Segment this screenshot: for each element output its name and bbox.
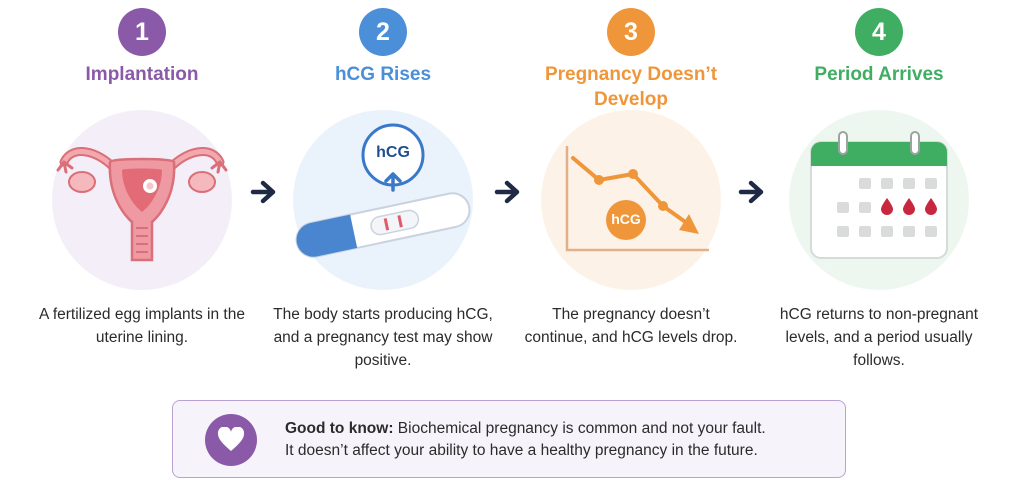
step-hcg-rises: 2 hCG Rises hCG The body starts producin… [263, 0, 503, 380]
good-to-know-note: Good to know: Biochemical pregnancy is c… [172, 400, 846, 478]
step-title: Period Arrives [814, 64, 944, 85]
step-number-badge: 1 [118, 8, 166, 56]
step-title: hCG Rises [334, 64, 432, 85]
pregnancy-test-icon: hCG [293, 110, 473, 290]
hcg-label: hCG [376, 144, 410, 161]
note-label: Good to know: [285, 420, 394, 437]
note-text: Good to know: Biochemical pregnancy is c… [285, 418, 833, 462]
arrow-right-icon [493, 178, 523, 206]
step-description: The pregnancy doesn’t continue, and hCG … [524, 306, 738, 346]
step-implantation: 1 Implantation A fertilized egg implants [22, 0, 262, 380]
heart-icon [205, 414, 257, 466]
arrow-right-icon [249, 178, 279, 206]
step-description: The body starts producing hCG, and a pre… [273, 306, 493, 369]
step-number-badge: 3 [607, 8, 655, 56]
uterus-icon [52, 110, 232, 290]
note-line-1: Biochemical pregnancy is common and not … [397, 420, 766, 437]
step-description: hCG returns to non-pregnant levels, and … [779, 306, 979, 369]
step-number-badge: 4 [855, 8, 903, 56]
step-title: Implantation [85, 64, 199, 85]
step-period-arrives: 4 Period Arrives hCG returns to n [759, 0, 999, 380]
declining-chart-icon: hCG [541, 110, 721, 290]
calendar-icon [789, 110, 969, 290]
step-title: Pregnancy Doesn’t Develop [544, 64, 718, 110]
hcg-label: hCG [611, 211, 641, 227]
step-description: A fertilized egg implants in the uterine… [39, 306, 245, 346]
note-line-2: It doesn’t affect your ability to have a… [285, 442, 758, 459]
arrow-right-icon [737, 178, 767, 206]
step-pregnancy-doesnt-develop: 3 Pregnancy Doesn’t Develop hCG The preg… [511, 0, 751, 380]
step-number-badge: 2 [359, 8, 407, 56]
